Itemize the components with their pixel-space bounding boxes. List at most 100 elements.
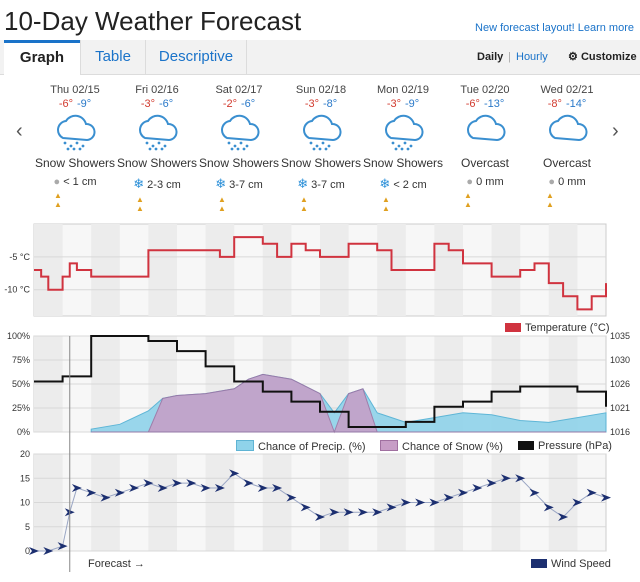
- new-layout-link[interactable]: New forecast layout! Learn more: [475, 22, 634, 34]
- moon-phase-icon: ▲ ▲: [300, 195, 342, 213]
- wind-direction-arrow: [586, 488, 597, 497]
- legend-swatch-precip: [236, 440, 254, 451]
- day-high-temp: -6°: [58, 98, 73, 110]
- daily-link[interactable]: Daily: [477, 51, 504, 63]
- wind-direction-arrow: [400, 498, 411, 507]
- snowflake-icon: ❄: [215, 176, 227, 191]
- pressure-tick-label: 1030: [610, 355, 630, 365]
- forecast-start-label: Forecast →: [88, 558, 145, 570]
- day-temps: -2° -6°: [198, 98, 280, 110]
- wind-tick-label: 0: [25, 546, 30, 556]
- wind-direction-arrow: [64, 508, 75, 517]
- snowflake-icon: ❄: [297, 176, 309, 191]
- day-precip-amount: 2-3 cm: [147, 179, 181, 191]
- precip-panel-night-band: [434, 336, 463, 432]
- moon-phase-icon: ▲ ▲: [464, 191, 506, 209]
- day-temps: -3° -6°: [116, 98, 198, 110]
- wind-direction-arrow: [214, 483, 225, 492]
- moon-phase-icon: ▲ ▲: [546, 191, 588, 209]
- snow-cloud-icon: [362, 112, 444, 152]
- wind-panel-night-band: [262, 454, 292, 551]
- wind-direction-arrow: [257, 483, 268, 492]
- customize-label: Customize: [580, 51, 637, 63]
- wind-direction-arrow: [172, 479, 182, 488]
- tab-descriptive[interactable]: Descriptive: [145, 40, 247, 74]
- next-arrow-icon[interactable]: ›: [612, 120, 619, 142]
- customize-link[interactable]: ⚙ Customize: [568, 40, 637, 74]
- tab-table[interactable]: Table: [80, 40, 145, 74]
- wind-direction-arrow: [415, 498, 426, 507]
- legend-swatch-pressure: [518, 441, 534, 450]
- wind-direction-arrow: [386, 503, 397, 512]
- day-date: Fri 02/16: [135, 84, 179, 96]
- temperature-panel-night-band: [262, 224, 292, 316]
- day-precip-amount: 0 mm: [476, 176, 504, 188]
- wind-direction-arrow: [443, 493, 454, 502]
- day-low-temp: -13°: [483, 98, 505, 110]
- temperature-panel-night-band: [205, 224, 235, 316]
- hourly-link[interactable]: Hourly: [516, 51, 548, 63]
- day-precip-amount: < 2 cm: [393, 179, 427, 191]
- day-high-temp: -3°: [140, 98, 155, 110]
- wind-direction-arrow: [229, 469, 240, 478]
- cloud-icon: [444, 112, 526, 152]
- wind-direction-arrow: [458, 488, 468, 497]
- wind-line: [34, 472, 607, 552]
- precip-tick-label: 100%: [7, 331, 30, 341]
- day-temps: -8° -14°: [526, 98, 608, 110]
- day-low-temp: -9°: [77, 98, 92, 110]
- day-precip: ❄ 3-7 cm: [280, 176, 362, 192]
- day-precip: ● 0 mm: [444, 176, 526, 188]
- wind-direction-arrow: [343, 508, 354, 517]
- wind-panel-night-band: [91, 454, 120, 551]
- wind-direction-arrow: [601, 493, 611, 502]
- pressure-tick-label: 1016: [610, 427, 630, 437]
- temperature-panel-night-band: [491, 224, 521, 316]
- day-precip: ❄ 2-3 cm: [116, 176, 198, 192]
- day-precip: ❄ 3-7 cm: [198, 176, 280, 192]
- page-title: 10-Day Weather Forecast: [4, 6, 302, 36]
- raindrop-icon: ●: [466, 176, 474, 188]
- wind-panel-night-band: [320, 454, 349, 551]
- wind-panel-night-band: [148, 454, 177, 551]
- wind-direction-arrow: [114, 488, 125, 497]
- legend-swatch-temperature: [505, 323, 521, 332]
- precip-panel-night-band: [320, 336, 349, 432]
- legend-pressure-label: Pressure (hPa): [538, 440, 612, 452]
- wind-direction-arrow: [71, 483, 82, 492]
- legend-wind-label: Wind Speed: [551, 558, 611, 570]
- day-date: Thu 02/15: [50, 84, 100, 96]
- day-column: Thu 02/15 -6° -9° Snow Showers ● < 1 cm ▲…: [34, 82, 116, 224]
- precip-tick-label: 0%: [17, 427, 30, 437]
- moon-phase-icon: ▲ ▲: [382, 195, 424, 213]
- wind-panel-background: [33, 453, 607, 552]
- day-precip-amount: < 1 cm: [63, 176, 97, 188]
- temperature-panel-night-band: [548, 224, 578, 316]
- precip-panel-night-band: [491, 336, 521, 432]
- precip-panel-night-band: [148, 336, 177, 432]
- precip-panel-night-band: [262, 336, 292, 432]
- precip-tick-label: 50%: [12, 379, 30, 389]
- day-condition: Snow Showers: [34, 156, 116, 170]
- precip-panel-night-band: [377, 336, 406, 432]
- pressure-tick-label: 1026: [610, 379, 630, 389]
- legend-swatch-wind: [531, 559, 547, 568]
- temperature-panel-night-band: [148, 224, 177, 316]
- temperature-line: [34, 236, 607, 311]
- wind-direction-arrow: [57, 542, 68, 551]
- day-precip-amount: 3-7 cm: [229, 179, 263, 191]
- prev-arrow-icon[interactable]: ‹: [16, 120, 23, 142]
- wind-direction-arrow: [286, 493, 297, 502]
- wind-direction-arrow: [472, 483, 483, 492]
- day-high-temp: -2°: [222, 98, 237, 110]
- day-precip: ● 0 mm: [526, 176, 608, 188]
- day-condition: Overcast: [460, 156, 509, 170]
- snow-cloud-icon: [116, 112, 198, 152]
- temperature-panel-background: [33, 223, 607, 317]
- wind-panel-night-band: [205, 454, 235, 551]
- wind-direction-arrow: [558, 513, 569, 522]
- raindrop-icon: ●: [53, 176, 61, 188]
- tab-graph[interactable]: Graph: [4, 40, 80, 75]
- legend-temperature: Temperature (°C): [505, 322, 609, 334]
- temperature-panel-night-band: [434, 224, 463, 316]
